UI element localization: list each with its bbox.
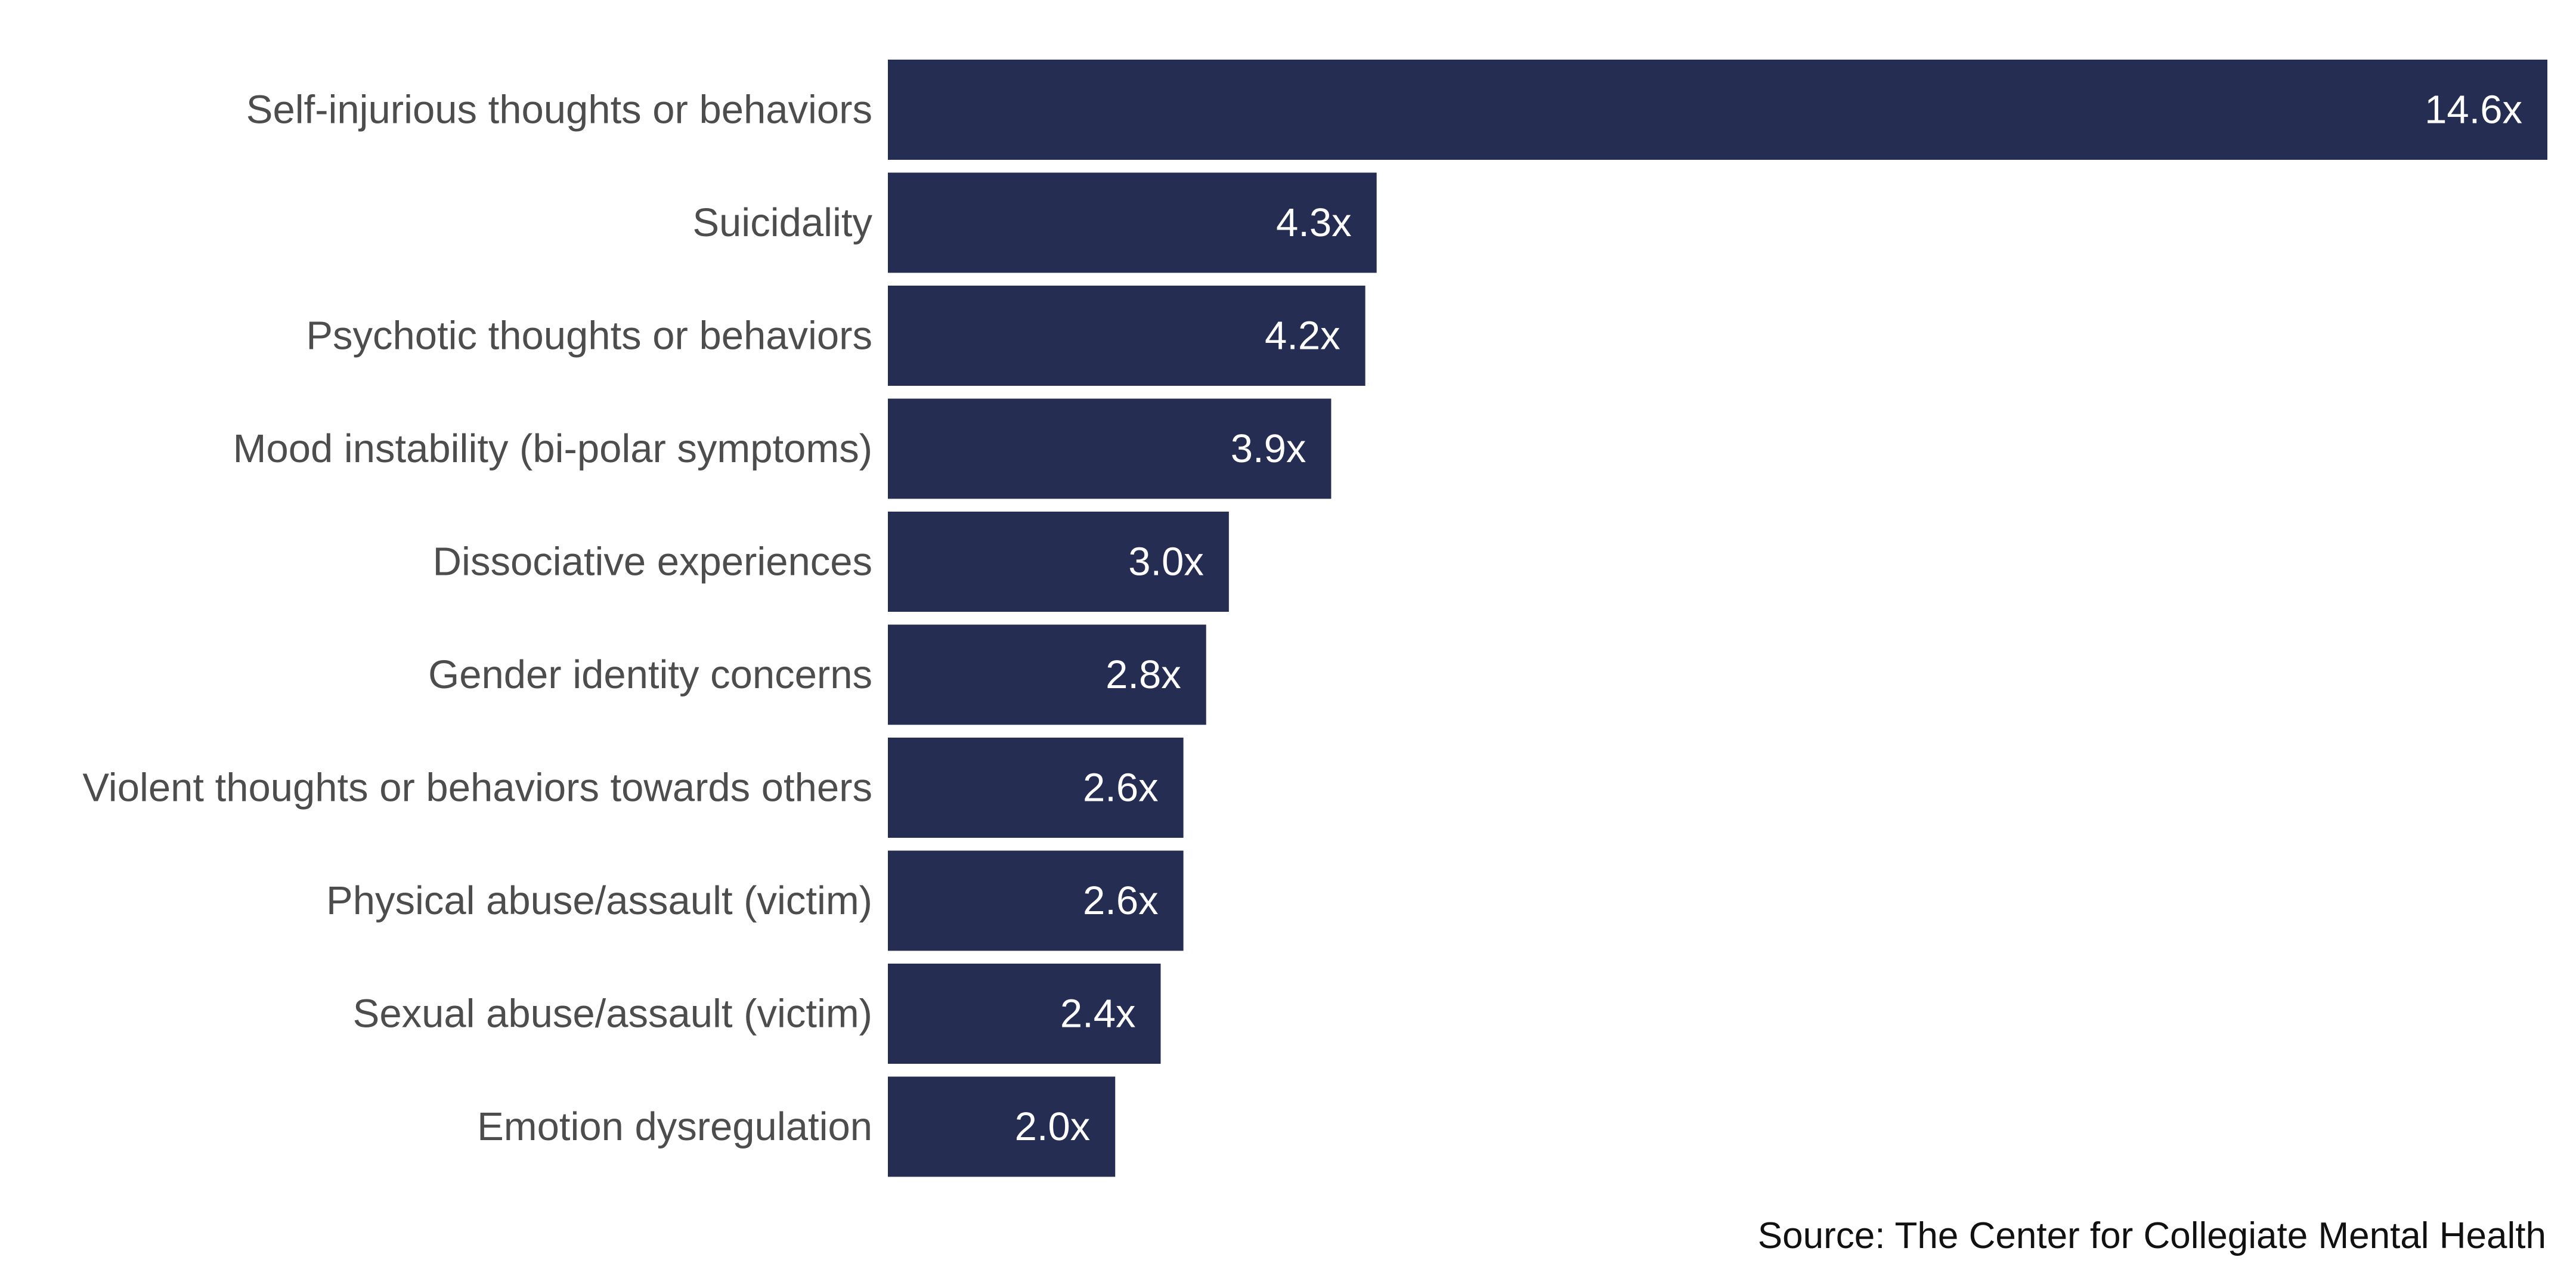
value-label: 2.6x — [1083, 878, 1159, 923]
value-label: 2.8x — [1106, 652, 1181, 697]
value-label: 3.0x — [1128, 540, 1204, 584]
bar-mood-instability-bi-polar-symptoms — [888, 398, 1332, 499]
bar-suicidality — [888, 172, 1377, 273]
category-label: Self-injurious thoughts or behaviors — [246, 88, 872, 132]
category-label: Emotion dysregulation — [477, 1104, 872, 1149]
bar-physical-abuse-assault-victim — [888, 850, 1184, 951]
category-label: Suicidality — [692, 200, 872, 245]
category-label: Dissociative experiences — [433, 540, 872, 584]
category-label: Psychotic thoughts or behaviors — [306, 314, 872, 358]
category-label: Violent thoughts or behaviors towards ot… — [82, 766, 872, 810]
value-label: 4.2x — [1265, 314, 1340, 358]
value-label: 4.3x — [1276, 200, 1352, 245]
value-label: 2.0x — [1015, 1104, 1091, 1149]
value-label: 14.6x — [2425, 88, 2522, 132]
bar-violent-thoughts-or-behaviors-towards-others — [888, 738, 1184, 838]
bar-emotion-dysregulation — [888, 1076, 1116, 1177]
category-label: Mood instability (bi-polar symptoms) — [233, 426, 872, 471]
category-label: Sexual abuse/assault (victim) — [353, 992, 872, 1036]
value-label: 2.6x — [1083, 766, 1159, 810]
value-label: 3.9x — [1231, 426, 1306, 471]
bar-gender-identity-concerns — [888, 624, 1206, 725]
bar-psychotic-thoughts-or-behaviors — [888, 286, 1366, 386]
category-label: Gender identity concerns — [428, 652, 872, 697]
bar-sexual-abuse-assault-victim — [888, 964, 1161, 1064]
bar-dissociative-experiences — [888, 512, 1229, 612]
bar-self-injurious-thoughts-or-behaviors — [888, 60, 2547, 160]
category-label: Physical abuse/assault (victim) — [326, 878, 872, 923]
value-label: 2.4x — [1060, 992, 1136, 1036]
source-note: Source: The Center for Collegiate Mental… — [1757, 1215, 2546, 1256]
